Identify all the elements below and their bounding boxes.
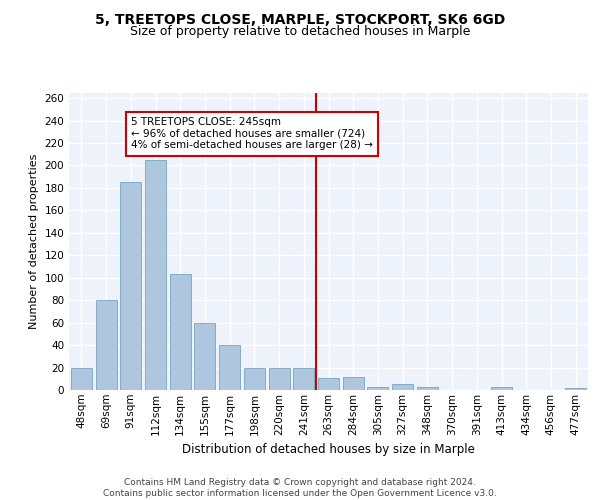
Bar (367, 386, 388, 390)
Bar (170, 274, 191, 390)
Bar (565, 388, 586, 390)
Bar (244, 368, 265, 390)
Bar (219, 345, 240, 390)
Bar (71, 368, 92, 390)
Text: 5, TREETOPS CLOSE, MARPLE, STOCKPORT, SK6 6GD: 5, TREETOPS CLOSE, MARPLE, STOCKPORT, SK… (95, 12, 505, 26)
Text: Contains HM Land Registry data © Crown copyright and database right 2024.
Contai: Contains HM Land Registry data © Crown c… (103, 478, 497, 498)
Bar (491, 386, 512, 390)
Text: Size of property relative to detached houses in Marple: Size of property relative to detached ho… (130, 25, 470, 38)
Bar (194, 322, 215, 390)
Y-axis label: Number of detached properties: Number of detached properties (29, 154, 39, 329)
Bar (417, 386, 438, 390)
Text: 5 TREETOPS CLOSE: 245sqm
← 96% of detached houses are smaller (724)
4% of semi-d: 5 TREETOPS CLOSE: 245sqm ← 96% of detach… (131, 117, 373, 150)
X-axis label: Distribution of detached houses by size in Marple: Distribution of detached houses by size … (182, 443, 475, 456)
Bar (293, 368, 314, 390)
Bar (120, 182, 141, 390)
Bar (269, 368, 290, 390)
Bar (318, 378, 339, 390)
Bar (392, 384, 413, 390)
Bar (95, 300, 116, 390)
Bar (145, 160, 166, 390)
Bar (343, 376, 364, 390)
